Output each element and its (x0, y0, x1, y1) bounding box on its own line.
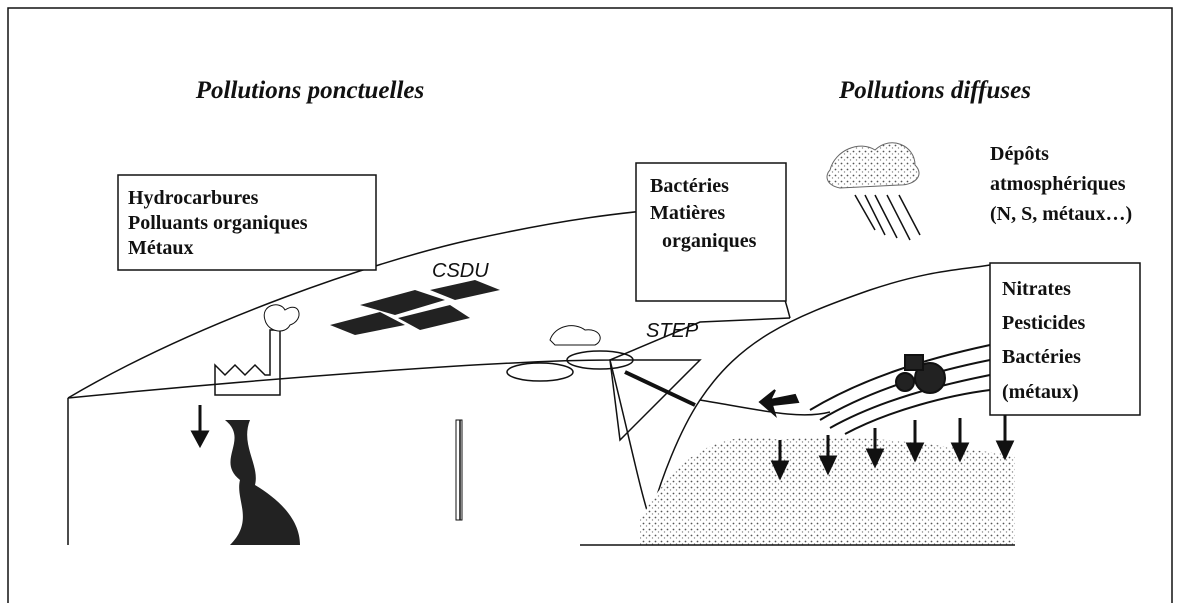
box-line: (métaux) (1002, 381, 1079, 403)
rain-cloud (827, 143, 920, 240)
box-line: Métaux (128, 237, 194, 259)
csdu-cells (330, 280, 500, 335)
box-line: Hydrocarbures (128, 187, 259, 209)
atmo-line: (N, S, métaux…) (990, 203, 1132, 225)
box-line: Bactéries (650, 175, 729, 197)
box-line: Pesticides (1002, 312, 1086, 334)
box-line: Bactéries (1002, 346, 1081, 368)
step-label: STEP (646, 320, 699, 342)
csdu-label: CSDU (432, 260, 489, 282)
box-line: Polluants organiques (128, 212, 308, 234)
atmo-line: atmosphériques (990, 173, 1126, 195)
box-line: organiques (662, 230, 757, 252)
field-tractor (760, 345, 990, 434)
atmo-line: Dépôts (990, 143, 1049, 165)
title-right: Pollutions diffuses (838, 77, 1031, 104)
box-line: Nitrates (1002, 278, 1071, 300)
page: Pollutions ponctuelles Pollutions diffus… (0, 0, 1181, 603)
diagram: Pollutions ponctuelles Pollutions diffus… (0, 0, 1181, 603)
title-left: Pollutions ponctuelles (195, 77, 425, 104)
box-line: Matières (650, 202, 725, 224)
